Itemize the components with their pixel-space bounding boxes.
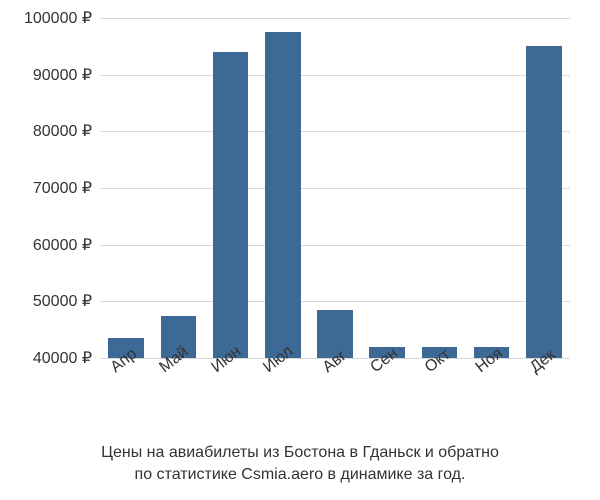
price-bar-chart: 40000 ₽ 50000 ₽ 60000 ₽ 70000 ₽ 80000 ₽ 90000…	[0, 0, 600, 500]
gridline	[100, 75, 570, 76]
ytick-label: 90000 ₽	[33, 65, 100, 85]
gridline	[100, 245, 570, 246]
ytick-label: 60000 ₽	[33, 235, 100, 255]
caption-line-1: Цены на авиабилеты из Бостона в Гданьск …	[101, 444, 499, 461]
xtick-label: Сен	[364, 340, 402, 377]
bar	[526, 46, 562, 358]
gridline	[100, 131, 570, 132]
caption-line-2: по статистике Csmia.aero в динамике за г…	[135, 466, 466, 483]
bar	[265, 32, 301, 358]
xtick-label: Ноя	[469, 340, 507, 377]
gridline	[100, 18, 570, 19]
bar	[213, 52, 249, 358]
ytick-label: 50000 ₽	[33, 291, 100, 311]
ytick-label: 70000 ₽	[33, 178, 100, 198]
ytick-label: 80000 ₽	[33, 121, 100, 141]
plot-area: 40000 ₽50000 ₽60000 ₽70000 ₽80000 ₽90000…	[100, 18, 570, 358]
gridline	[100, 188, 570, 189]
gridline	[100, 301, 570, 302]
ytick-label: 40000 ₽	[33, 348, 100, 368]
ytick-label: 100000 ₽	[24, 8, 100, 28]
chart-caption: Цены на авиабилеты из Бостона в Гданьск …	[0, 442, 600, 485]
